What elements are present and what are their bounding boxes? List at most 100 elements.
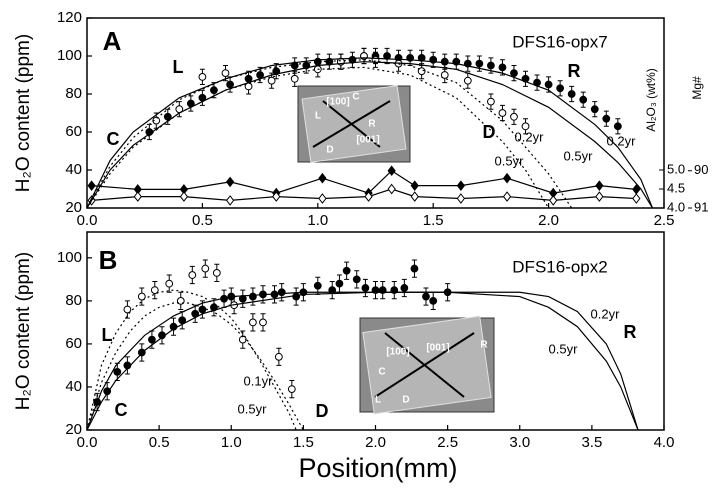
sample-name: DFS16-opx2	[512, 257, 607, 276]
data-point	[188, 271, 197, 279]
x-tick-label: 3.5	[581, 434, 602, 451]
data-point	[422, 292, 430, 301]
inset-label: L	[375, 395, 381, 406]
annotation: C	[115, 400, 128, 420]
x-tick-label: 2.5	[654, 212, 675, 229]
inset-label: C	[352, 92, 359, 103]
x-tick-label: 2.0	[538, 212, 559, 229]
data-point	[210, 86, 218, 95]
data-point	[248, 318, 257, 327]
x-tick-label: 1.5	[423, 212, 444, 229]
data-point	[292, 292, 301, 301]
data-point	[387, 165, 396, 177]
y-tick-label: 40	[65, 161, 82, 178]
inset-label: R	[368, 119, 376, 130]
data-point	[198, 73, 207, 81]
inset-label: [100]	[386, 347, 409, 358]
data-point	[225, 195, 235, 206]
data-point	[198, 305, 207, 314]
data-point	[544, 80, 553, 89]
data-point	[521, 122, 530, 131]
inset-label: R	[480, 340, 488, 351]
data-point	[178, 316, 187, 325]
x-tick-label: 0.0	[77, 212, 98, 229]
plot-frame	[86, 17, 665, 209]
data-point	[287, 385, 296, 394]
data-point	[179, 191, 189, 202]
data-point	[318, 193, 327, 204]
annotation: R	[568, 61, 581, 81]
data-point	[87, 180, 96, 191]
model-curve	[86, 291, 639, 431]
y-axis-title: H₂O content (ppm)	[13, 34, 34, 192]
inset-axis	[322, 100, 381, 148]
data-point	[579, 95, 588, 104]
model-curve	[86, 59, 573, 209]
x-axis-title: Position(mm)	[298, 453, 457, 483]
y-tick-label: 100	[57, 47, 82, 64]
data-point	[498, 63, 507, 72]
y-tick-label: 60	[65, 335, 82, 352]
model-curve	[91, 169, 637, 194]
data-point	[248, 292, 257, 301]
data-point	[267, 76, 276, 85]
y2-tick-label: 5.0	[667, 161, 685, 176]
sample-name: DFS16-opx7	[512, 32, 607, 51]
data-point	[361, 284, 370, 292]
data-point	[272, 191, 281, 202]
x-tick-label: 1.0	[221, 434, 242, 451]
annotation: 0.5yr	[238, 401, 268, 416]
inset-label: [001]	[426, 343, 449, 354]
annotation: 0.5yr	[549, 341, 579, 356]
data-point	[632, 193, 641, 204]
y-tick-label: 40	[65, 378, 82, 395]
y2-axis-title: Al₂O₃ (wt%)	[644, 68, 658, 132]
data-point	[313, 281, 322, 290]
x-tick-label: 0.5	[149, 434, 170, 451]
data-point	[225, 176, 235, 188]
data-point	[387, 183, 396, 195]
data-point	[256, 71, 265, 79]
annotation: L	[173, 57, 184, 77]
data-point	[259, 318, 267, 327]
model-curve	[86, 57, 654, 209]
data-point	[212, 268, 221, 277]
data-point	[244, 82, 253, 91]
annotation: 0.1yr	[244, 373, 274, 388]
model-curve	[91, 188, 637, 202]
data-point	[133, 191, 142, 202]
data-point	[226, 80, 234, 89]
data-point	[595, 180, 604, 191]
data-point	[463, 76, 472, 85]
data-point	[221, 69, 230, 77]
x-tick-label: 1.0	[307, 212, 328, 229]
data-point	[440, 57, 449, 66]
inset-label: [001]	[356, 135, 379, 146]
data-point	[163, 112, 172, 121]
panel: C[100] [001] RL D0.0 0.5 1.0 1.5 2.0 2.5 3.0 3.5 4.…	[13, 231, 674, 483]
y-tick-label: 60	[65, 123, 82, 140]
inset-label: [100]	[326, 97, 349, 108]
data-point	[487, 97, 495, 106]
data-point	[137, 292, 146, 301]
model-curve	[86, 61, 653, 209]
annotation: D	[483, 122, 496, 142]
x-tick-label: 2.0	[365, 434, 386, 451]
annotation: C	[107, 129, 120, 149]
data-point	[335, 279, 344, 288]
annotation: 0.5yr	[495, 153, 525, 168]
annotation: 0.2yr	[515, 129, 545, 144]
y2-tick-label: 4.5	[667, 180, 685, 195]
y3-tick-label: 90	[694, 162, 708, 177]
data-point	[150, 286, 159, 295]
inset-label: L	[315, 111, 321, 122]
annotation: L	[102, 325, 113, 345]
y-axis-title: H₂O content (ppm)	[13, 252, 34, 410]
data-point	[556, 84, 565, 93]
data-point	[148, 335, 156, 344]
data-point	[400, 284, 409, 292]
data-point	[456, 180, 466, 191]
data-point	[352, 275, 361, 284]
annotation: 0.5yr	[564, 148, 594, 163]
